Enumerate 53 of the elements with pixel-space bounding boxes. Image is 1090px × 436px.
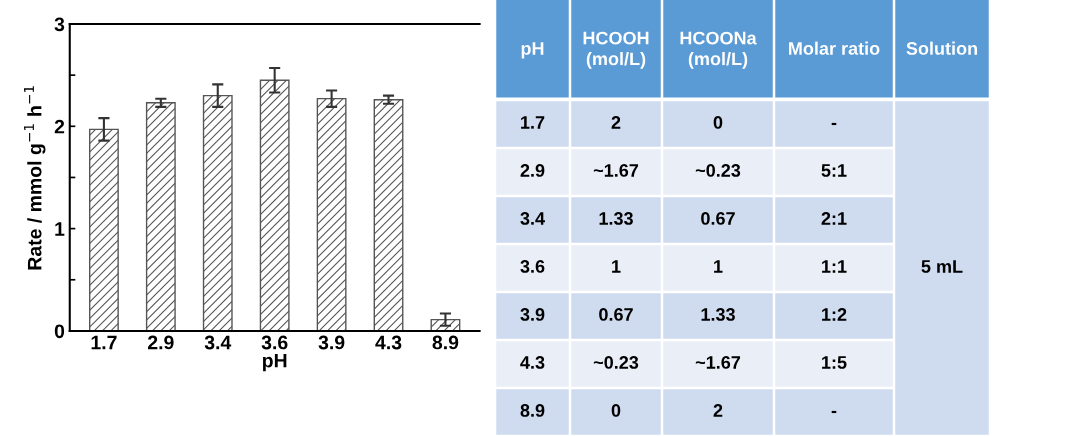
- y-tick-label: 2: [54, 119, 65, 134]
- category-label: 3.9: [520, 308, 545, 321]
- text: ~0.23: [695, 164, 741, 177]
- bar: [259, 79, 290, 331]
- text: 0: [611, 404, 621, 417]
- bar: [145, 102, 176, 331]
- category-label: 2.9: [520, 164, 545, 177]
- x-tick-label: 8.9: [432, 335, 459, 350]
- text: -: [831, 410, 837, 414]
- text: 2: [611, 116, 621, 129]
- text: 1:5: [822, 356, 847, 369]
- category-label: 8.9: [520, 404, 545, 417]
- x-tick-label: 3.6: [261, 335, 288, 350]
- text: 5 mL: [921, 260, 963, 273]
- x-tick-label: 1.7: [91, 335, 117, 350]
- text: 1: [714, 260, 723, 273]
- y-tick-label: 1: [55, 222, 65, 236]
- text: ~1.67: [593, 164, 639, 177]
- text: 5:1: [821, 164, 847, 177]
- category-label: 3.4: [520, 212, 545, 225]
- category-label: Molar ratio: [789, 41, 880, 55]
- text: -: [831, 122, 837, 126]
- y-tick-label: 3: [54, 17, 65, 32]
- x-tick-label: 2.9: [148, 335, 174, 350]
- text: 1:2: [822, 308, 847, 321]
- x-tick-label: 3.4: [204, 335, 232, 350]
- category-label: HCOONa (mol/L): [680, 31, 757, 69]
- category-label: 3.6: [520, 260, 545, 273]
- category-label: Solution: [906, 41, 977, 55]
- bar: [202, 94, 233, 331]
- bar: [373, 98, 404, 331]
- text: 1.33: [599, 212, 633, 225]
- category-label: pH: [521, 42, 544, 59]
- category-label: 1.7: [521, 116, 545, 129]
- x-tick-label: 4.3: [375, 335, 402, 350]
- text: 0.67: [599, 308, 633, 321]
- y-tick-label: 0: [54, 324, 65, 339]
- text: 2:1: [821, 212, 847, 225]
- category-label: 4.3: [520, 356, 545, 369]
- text: ~1.67: [695, 356, 741, 369]
- text: 2: [713, 404, 723, 417]
- text: 0.67: [701, 212, 735, 225]
- text: 1:1: [822, 260, 847, 273]
- text: 1.33: [701, 308, 735, 321]
- text: 1: [612, 260, 621, 273]
- text: ~0.23: [593, 356, 639, 369]
- x-tick-label: 3.9: [318, 335, 345, 350]
- y-axis-title: Rate / mmol g$^{−1}$ h$^{−1}$: [23, 86, 46, 270]
- bar: [316, 97, 347, 331]
- bar: [88, 128, 119, 331]
- x-axis-title: pH: [263, 353, 287, 372]
- text: 0: [713, 116, 723, 129]
- category-label: HCOOH (mol/L): [583, 31, 649, 69]
